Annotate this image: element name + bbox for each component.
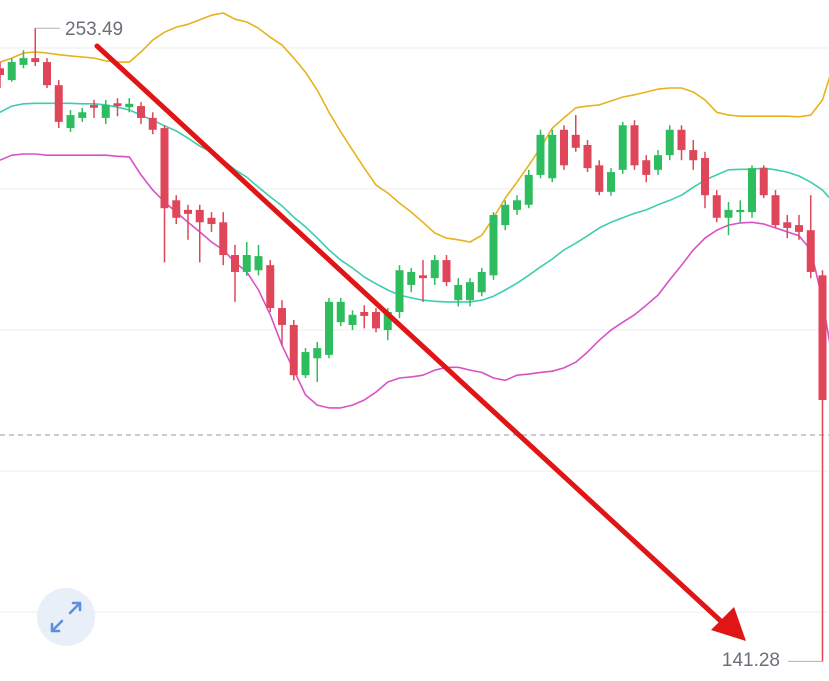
candle-body bbox=[618, 125, 627, 170]
candle-body bbox=[266, 265, 275, 309]
candle-body bbox=[301, 352, 310, 376]
candle-body bbox=[360, 312, 369, 316]
candle-body bbox=[419, 275, 427, 279]
candle-body bbox=[701, 157, 709, 196]
low-label: 141.28 bbox=[722, 650, 780, 671]
candles bbox=[0, 28, 827, 662]
high-label: 253.49 bbox=[65, 19, 123, 40]
candle-body bbox=[90, 104, 98, 108]
candle-body bbox=[101, 104, 110, 118]
candle-body bbox=[677, 129, 686, 151]
expand-button-bg[interactable] bbox=[37, 588, 95, 646]
candle-body bbox=[665, 129, 674, 156]
candle-body bbox=[278, 308, 286, 325]
candle-body bbox=[231, 255, 239, 272]
candle-body bbox=[78, 112, 87, 118]
candle-body bbox=[560, 129, 568, 166]
candle-body bbox=[724, 209, 733, 218]
candle-body bbox=[19, 58, 28, 65]
candle-body bbox=[219, 222, 228, 256]
candle-body bbox=[818, 275, 827, 401]
candle-body bbox=[289, 324, 298, 376]
candle-body bbox=[313, 348, 322, 359]
candle-body bbox=[595, 165, 604, 192]
candle-body bbox=[254, 256, 263, 271]
expand-button[interactable] bbox=[37, 588, 95, 646]
candle-body bbox=[806, 230, 815, 272]
candle-body bbox=[771, 195, 780, 226]
candle-body bbox=[642, 160, 651, 175]
expand-icon-down[interactable] bbox=[50, 619, 64, 633]
arrow-shaft bbox=[94, 43, 727, 627]
band-line bbox=[0, 153, 829, 409]
candle-body bbox=[31, 58, 40, 63]
candle-body bbox=[184, 209, 192, 214]
candle-body bbox=[325, 301, 333, 355]
candle-body bbox=[712, 195, 721, 218]
candle-body bbox=[607, 172, 615, 192]
candle-body bbox=[137, 106, 145, 118]
candle-body bbox=[148, 117, 157, 130]
candle-body bbox=[113, 103, 122, 107]
band-line bbox=[0, 12, 829, 243]
candle-body bbox=[442, 260, 451, 283]
candle-body bbox=[748, 168, 756, 213]
candle-body bbox=[172, 200, 181, 218]
expand-icon[interactable] bbox=[50, 601, 82, 633]
candle-body bbox=[795, 225, 803, 232]
candle-body bbox=[513, 200, 521, 210]
candle-body bbox=[7, 62, 16, 81]
arrow-head bbox=[711, 607, 746, 641]
labels: 253.49 141.28 bbox=[65, 19, 780, 671]
candle-body bbox=[583, 145, 592, 169]
candle-body bbox=[454, 284, 463, 301]
candle-body bbox=[125, 103, 134, 108]
trend-arrow bbox=[94, 43, 746, 641]
candle-body bbox=[348, 314, 357, 325]
expand-icon-up[interactable] bbox=[68, 601, 82, 615]
candle-body bbox=[654, 155, 662, 170]
candle-body bbox=[207, 217, 216, 224]
candle-body bbox=[571, 134, 580, 148]
candle-body bbox=[407, 271, 416, 285]
candle-body bbox=[783, 222, 792, 228]
candle-body bbox=[430, 260, 439, 279]
candle-body bbox=[395, 270, 404, 313]
candle-body bbox=[242, 255, 251, 272]
candle-body bbox=[630, 125, 639, 166]
candle-body bbox=[477, 271, 486, 293]
candle-body bbox=[736, 209, 745, 213]
candle-body bbox=[160, 128, 169, 209]
candle-body bbox=[66, 115, 75, 129]
candle-body bbox=[336, 301, 345, 323]
candle-body bbox=[759, 168, 768, 196]
candle-body bbox=[489, 214, 498, 276]
candle-body bbox=[383, 312, 392, 331]
candle-body bbox=[536, 134, 545, 175]
grid bbox=[0, 27, 829, 662]
candle-body bbox=[0, 68, 4, 76]
candle-body bbox=[195, 209, 204, 223]
candle-body bbox=[43, 62, 51, 86]
candle-body bbox=[689, 150, 698, 161]
candle-body bbox=[372, 312, 380, 329]
candle-body bbox=[54, 85, 63, 122]
candle-body bbox=[501, 204, 510, 226]
candle-body bbox=[524, 174, 533, 205]
candle-body bbox=[466, 282, 474, 301]
candle-body bbox=[548, 134, 557, 179]
